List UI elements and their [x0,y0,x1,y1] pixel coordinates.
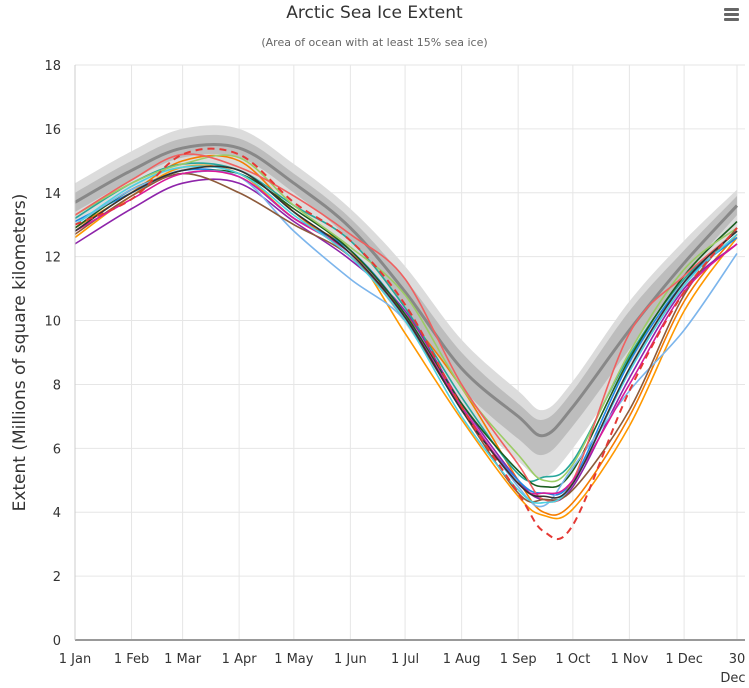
x-tick-label: 1 Jan [59,652,91,667]
hamburger-menu-icon[interactable] [724,8,739,23]
series-line [74,165,738,499]
chart-subtitle: (Area of ocean with at least 15% sea ice… [261,36,488,49]
y-tick-label: 14 [44,187,61,202]
x-tick-label: 1 Apr [222,652,258,667]
y-tick-label: 0 [53,634,61,649]
x-tick-label: 1 Mar [164,652,202,667]
y-tick-label: 2 [53,570,61,585]
x-tick-label: 1 Oct [555,652,590,667]
series-line [74,164,738,520]
x-tick-label: 1 Dec [665,652,703,667]
y-tick-label: 4 [53,506,61,521]
x-tick-label: 1 Jul [391,652,419,667]
series-line [74,165,738,504]
y-tick-label: 18 [44,59,61,74]
chart-title: Arctic Sea Ice Extent [286,3,463,23]
series-line [74,170,738,495]
x-tick-label: 1 Aug [443,652,481,667]
x-tick-label: 1 Sep [500,652,537,667]
y-axis-label: Extent (Millions of square kilometers) [10,194,30,512]
x-tick-label: Dec [720,671,745,686]
x-tick-label: 30 [729,652,746,667]
x-tick-label: 1 May [274,652,314,667]
series-line [74,153,738,503]
y-tick-label: 12 [44,251,61,266]
series-line [74,162,738,483]
y-tick-label: 16 [44,123,61,138]
x-tick-label: 1 Nov [611,652,649,667]
series-line [74,154,738,483]
y-tick-label: 6 [53,442,61,457]
x-tick-label: 1 Feb [114,652,149,667]
y-tick-label: 8 [53,378,61,393]
x-tick-label: 1 Jun [334,652,367,667]
y-tick-label: 10 [44,315,61,330]
